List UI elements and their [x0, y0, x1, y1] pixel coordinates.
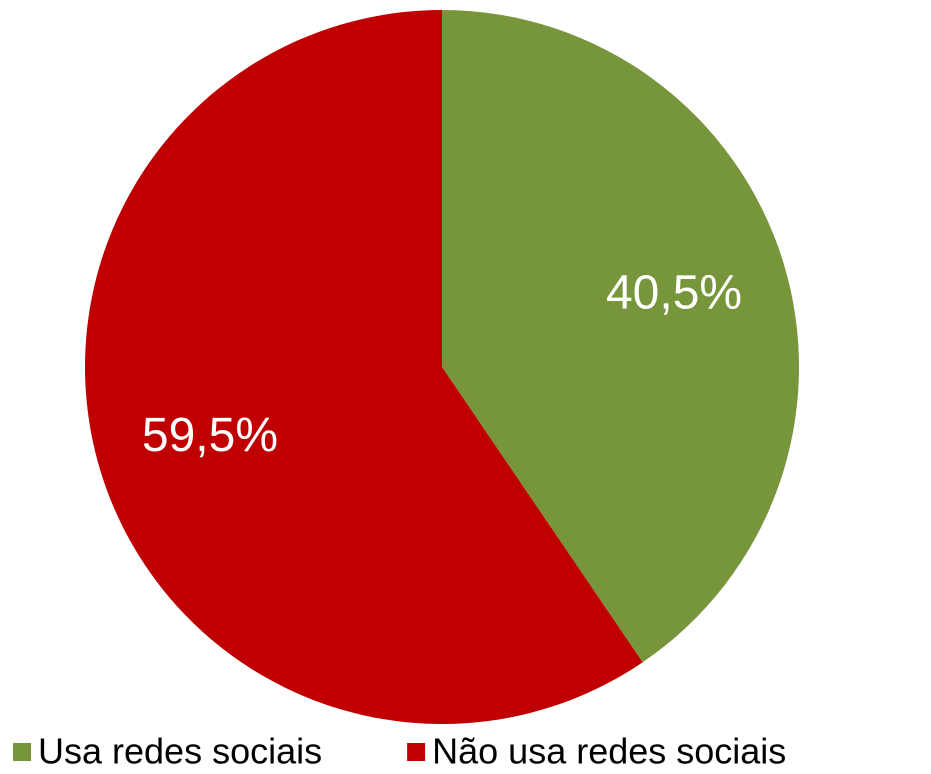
- data-label: 40,5%: [606, 266, 742, 319]
- data-label: 59,5%: [142, 409, 278, 462]
- pie-slice: [84, 10, 643, 724]
- legend-swatch: [407, 743, 426, 761]
- pie-slice: [442, 10, 800, 663]
- legend-label: Não usa redes sociais: [432, 731, 786, 772]
- legend-swatch: [13, 743, 31, 761]
- legend-label: Usa redes sociais: [38, 731, 322, 772]
